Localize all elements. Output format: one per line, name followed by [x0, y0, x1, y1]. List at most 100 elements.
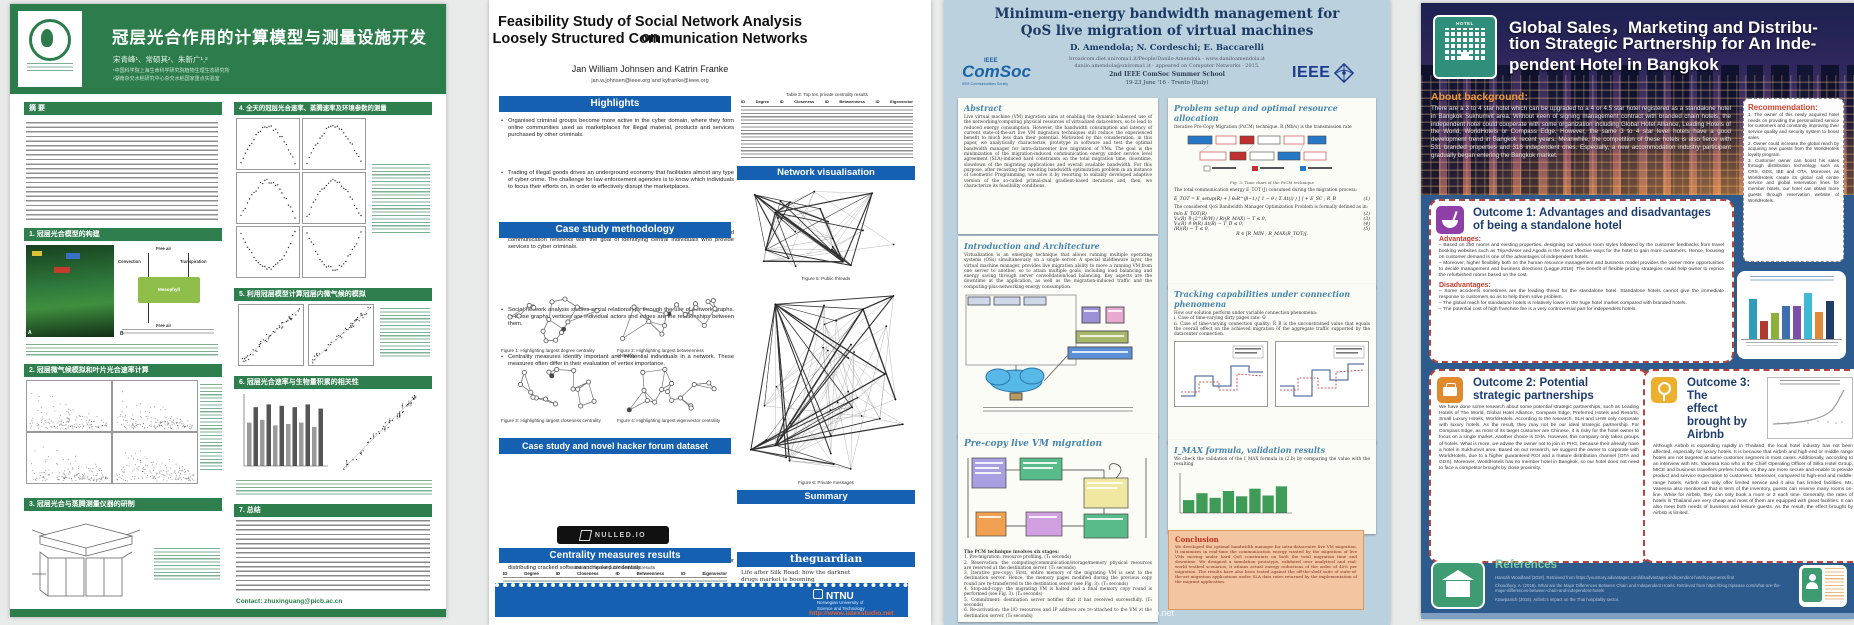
person-body-icon	[1806, 582, 1818, 589]
poster1-header	[10, 4, 446, 94]
diurnal-panel-a	[236, 118, 300, 170]
problem-setup-card: Problem setup and optimal resource alloc…	[1168, 98, 1376, 288]
reference-3: Krawpanich (2018). Airbnb's impact on th…	[1495, 597, 1620, 602]
reference-2: Choudhury, A. (2018). What are the Major…	[1495, 583, 1781, 594]
airbnb-growth-chart	[1767, 377, 1853, 439]
figure1-caption: Figure 1: Highlighting largest degree ce…	[501, 348, 595, 353]
figure3-network-thumb	[518, 366, 597, 409]
bowl-icon	[1442, 220, 1458, 228]
nulled-io-logo: NULLED.IO	[557, 526, 669, 544]
introduction-card: Introduction and Architecture Virtualiza…	[958, 236, 1158, 438]
ntnu-subtitle-2: Science and Technology	[817, 606, 865, 611]
introduction-body: Virtualization is an emerging technique …	[964, 253, 1152, 290]
section-1-header: 1. 冠层光合模型的构建	[24, 228, 222, 241]
comsoc-ieee-text: IEEE	[984, 58, 998, 64]
figure-biomass	[236, 392, 432, 476]
label-chip-blue	[66, 253, 80, 259]
section-highlights: Highlights	[499, 96, 731, 112]
poster2-title-line1: Feasibility Study of Social Network Anal…	[497, 14, 803, 46]
disadvantage-3: – The potential cost of high franchise f…	[1439, 306, 1637, 312]
equation-1-number: (1)	[1363, 196, 1370, 202]
outcome2-title-1: Outcome 2: Potential	[1473, 377, 1589, 389]
outcome3-body: Although Airbnb is expanding rapidly in …	[1653, 444, 1853, 517]
disadvantages-label: Disadvantages:	[1439, 281, 1491, 289]
poster4-title-line1: Global Sales，Marketing and Distribu-	[1509, 18, 1818, 37]
conclusion-body: We developed the optimal bandwidth manag…	[1175, 544, 1357, 584]
market-bar-chart-card	[1737, 271, 1846, 359]
poster-social-network-analysis: Feasibility Study of Social Network Anal…	[489, 0, 931, 625]
imax-bar-chart	[1179, 472, 1292, 513]
poster3-meta-1: broadcom.diet.uniroma1.it/People/Danilo-…	[1069, 56, 1265, 62]
section-methodology: Case study methodology	[499, 222, 731, 238]
figure4-caption: Figure 4: Highlighting largest eigenvect…	[617, 418, 721, 423]
growth-curve	[1772, 389, 1845, 425]
poster-vm-migration: Minimum-energy bandwidth management for …	[944, 0, 1390, 625]
suitcase-icon	[1443, 387, 1457, 396]
figure3-caption	[154, 548, 220, 582]
architecture-caption	[983, 407, 1133, 415]
fig1-free-air-bottom: Free air	[156, 323, 172, 328]
canopy-photo: A	[26, 245, 114, 337]
equation-4-number: (4)	[1363, 221, 1370, 227]
author-card-lines	[1825, 568, 1844, 600]
figure2-network-thumb	[620, 298, 718, 341]
architecture-diagram	[965, 294, 1133, 401]
table2-col-eigenvector: Eigenvector	[890, 99, 913, 104]
figure-microclimate-scatter	[26, 380, 222, 488]
disadvantage-2: – The global reach for standalone hotels…	[1439, 300, 1687, 306]
bar-chart-title	[1749, 276, 1834, 281]
precopy-intro: The PCM technique involves six stages:	[964, 550, 1059, 555]
poster-canopy-photosynthesis: 冠层光合作用的计算模型与测量设施开发 宋青峰¹、常硕其²、朱新广¹,² ¹中国科…	[10, 4, 446, 617]
nulled-io-icon	[578, 529, 593, 541]
poster1-footer-strip	[10, 609, 446, 617]
table1-header-row: ID Degree ID Closeness ID Betweenness ID Eigenv…	[503, 571, 727, 576]
table1-col-id2: ID	[555, 571, 561, 576]
figure5-network-graph	[753, 190, 895, 268]
highlight-1: Organised criminal groups become more ac…	[501, 118, 734, 139]
figure2-caption	[200, 384, 222, 470]
figure4-caption	[372, 164, 430, 234]
fig3-caption: Fig. 3: Time chart of the PsCM technique	[1230, 180, 1314, 186]
comsoc-logo: IEEE ComSoc IEEE Communications Society	[962, 58, 1072, 96]
poster2-authors: Jan William Johnsen and Katrin Franke	[571, 64, 729, 74]
figure2-caption: Figure 2: Highlighting largest betweenne…	[617, 348, 704, 359]
fig1-arrow-line-2	[188, 253, 189, 277]
poster1-affiliation-1: ¹中国科学院上海生命科学研究院植物生理生态研究所	[113, 68, 230, 74]
institute-emblem-icon	[29, 19, 71, 61]
poster-bangkok-hotel: HOTEL Global Sales，Marketing and Distrib…	[1421, 3, 1854, 619]
scatter-panel-d	[112, 432, 198, 484]
table1-col-degree: Degree	[524, 571, 539, 576]
ieee-text: IEEE	[1292, 64, 1331, 81]
hotel-icon: HOTEL	[1433, 15, 1497, 79]
summary-text-cn	[236, 520, 430, 592]
fig1-arrow-line-3	[148, 303, 149, 323]
imax-intro: We check the validation of the I_MAX for…	[1174, 457, 1370, 468]
bar	[1782, 306, 1790, 339]
recommendation-heading: Recommendation:	[1748, 103, 1818, 112]
figure6-caption: Figure 6: Private messages	[798, 480, 854, 485]
ieee-diamond-icon	[1334, 62, 1355, 84]
label-chip-yellow	[32, 251, 42, 256]
method-1: Social network analysis studies social r…	[501, 307, 734, 328]
section-2-header: 2. 冠层微气候模拟和叶片光合速率计算	[24, 364, 222, 377]
tracking-header: Tracking capabilities under connection p…	[1174, 289, 1351, 309]
tracking-card: Tracking capabilities under connection p…	[1168, 284, 1376, 444]
outcome2-card: Outcome 2: Potential strategic partnersh…	[1429, 369, 1649, 563]
stage-1: 1. Pre-migration: resource profiling. (T…	[964, 555, 1072, 561]
section-7-header: 7. 总结	[234, 504, 432, 517]
instrument-wireframe	[31, 523, 141, 597]
tracking-plot-1	[1174, 341, 1268, 408]
figure5-caption: Figure 5: Public threads	[801, 276, 851, 281]
poster3-watermark: http://www.latexstudio.net	[1072, 608, 1175, 618]
figure-instrument-drawing	[26, 514, 222, 606]
table1-col-id3: ID	[615, 571, 620, 576]
outcome1-card: Outcome 1: Advantages and disadvantages …	[1429, 199, 1734, 363]
diurnal-panel-d	[302, 172, 366, 224]
about-heading: About background:	[1431, 91, 1528, 103]
poster4-title-line3: pendent Hotel in Bangkok	[1509, 55, 1719, 74]
outcome3-icon	[1651, 377, 1677, 403]
scatter-panel-b	[112, 380, 198, 432]
fig1-transpiration: Transpiration	[180, 259, 207, 264]
table2-col-degree: Degree	[755, 99, 770, 104]
